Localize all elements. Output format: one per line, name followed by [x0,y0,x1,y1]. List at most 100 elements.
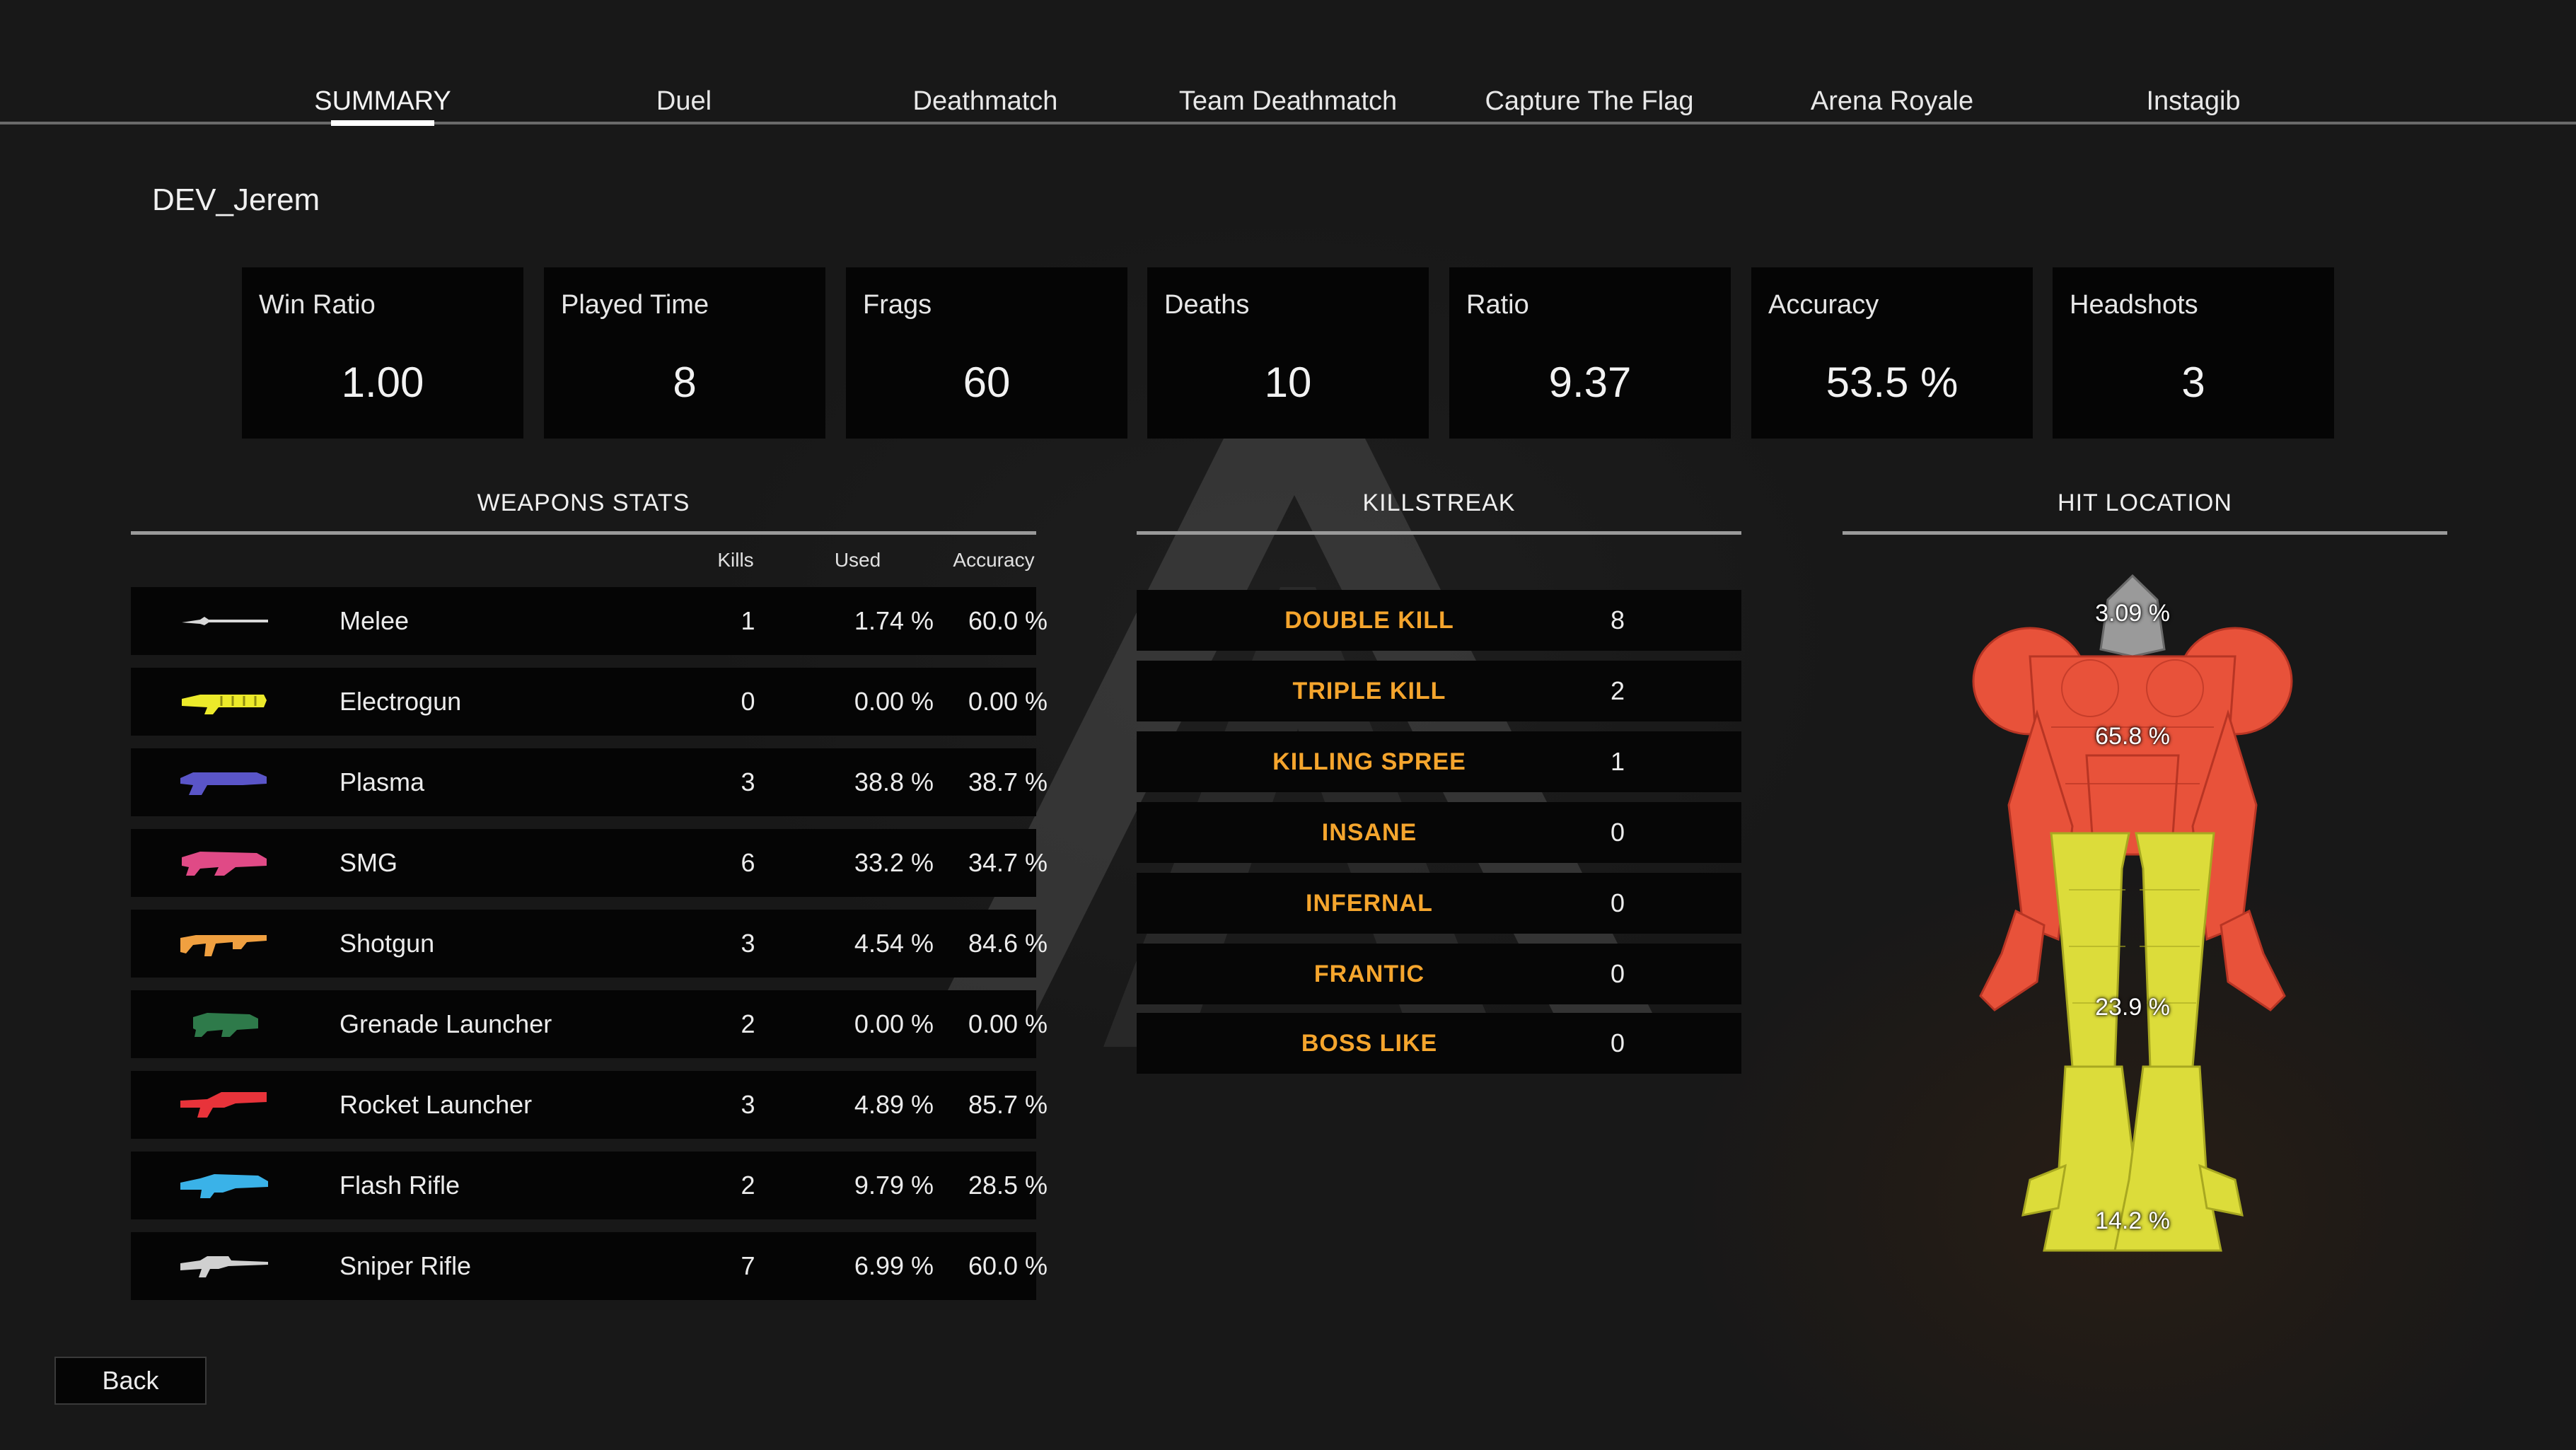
weapon-used: 38.8 % [854,767,934,796]
tab-summary[interactable]: SUMMARY [314,86,451,116]
stat-label: Deaths [1164,290,1250,320]
weapon-row-plasma: Plasma 3 38.8 % 38.7 % [131,748,1048,816]
weapon-row-smg: SMG 6 33.2 % 34.7 % [131,829,1048,897]
stat-value: 53.5 % [1826,359,1959,406]
weapons-stats-divider [131,531,1036,535]
weapon-name: Rocket Launcher [340,1090,533,1119]
active-tab-indicator [331,120,434,126]
hit-legs-percent: 23.9 % [2095,994,2170,1021]
weapons-stats-title: WEAPONS STATS [477,489,690,516]
weapon-used: 1.74 % [854,606,934,635]
tab-arena-royale[interactable]: Arena Royale [1810,86,1974,116]
weapon-accuracy: 0.00 % [968,1009,1048,1038]
killstreak-name: KILLING SPREE [1272,748,1466,775]
weapon-used: 4.89 % [854,1090,934,1119]
stat-value: 8 [673,359,697,406]
killstreak-row-boss-like: BOSS LIKE 0 [1137,1013,1741,1074]
robot-hit-map [1972,574,2293,1252]
flash-rifle-icon [180,1174,268,1198]
weapon-row-rocket-launcher: Rocket Launcher 3 4.89 % 85.7 % [131,1071,1048,1139]
weapon-kills: 6 [741,848,755,877]
weapon-used: 9.79 % [854,1171,934,1200]
plasma-icon [180,772,267,795]
killstreak-name: BOSS LIKE [1301,1030,1438,1057]
weapon-row-flash-rifle: Flash Rifle 2 9.79 % 28.5 % [131,1152,1048,1219]
killstreak-name: FRANTIC [1313,961,1425,987]
stat-card-headshots: Headshots 3 [2053,267,2334,439]
tab-duel[interactable]: Duel [656,86,712,116]
tab-deathmatch[interactable]: Deathmatch [912,86,1058,116]
weapon-row-electrogun: Electrogun 0 0.00 % 0.00 % [131,668,1048,736]
weapon-name: Grenade Launcher [340,1009,552,1038]
stat-card-played-time: Played Time 8 [544,267,825,439]
weapon-used: 0.00 % [854,687,934,716]
weapon-kills: 3 [741,929,755,958]
weapon-kills: 2 [741,1009,755,1038]
weapon-row-sniper-rifle: Sniper Rifle 7 6.99 % 60.0 % [131,1232,1048,1300]
electrogun-icon [182,695,267,714]
weapon-accuracy: 28.5 % [968,1171,1048,1200]
column-kills: Kills [717,549,754,571]
stat-card-win-ratio: Win Ratio 1.00 [242,267,523,439]
weapon-accuracy: 85.7 % [968,1090,1048,1119]
killstreak-value: 1 [1610,747,1625,776]
killstreak-row-infernal: INFERNAL 0 [1137,873,1741,934]
killstreak-name: DOUBLE KILL [1284,607,1454,634]
shotgun-icon [180,935,267,956]
hit-location-title: HIT LOCATION [2058,489,2232,516]
tabs-divider [0,122,2576,124]
weapon-row-shotgun: Shotgun 3 4.54 % 84.6 % [131,910,1048,978]
tab-instagib[interactable]: Instagib [2146,86,2241,116]
weapon-kills: 1 [741,606,755,635]
stat-value: 60 [963,359,1011,406]
stat-card-ratio: Ratio 9.37 [1449,267,1731,439]
killstreak-value: 0 [1610,888,1625,917]
killstreak-name: TRIPLE KILL [1292,678,1446,704]
killstreak-value: 2 [1610,676,1625,705]
weapon-kills: 7 [741,1251,755,1280]
killstreak-value: 0 [1610,818,1625,847]
stat-value: 3 [2181,359,2205,406]
weapon-used: 4.54 % [854,929,934,958]
robot-legs [2050,832,2215,1068]
weapon-name: Flash Rifle [340,1171,460,1200]
sniper-rifle-icon [180,1256,268,1277]
robot-feet [2021,1065,2244,1252]
weapon-accuracy: 0.00 % [968,687,1048,716]
smg-icon [182,852,267,876]
weapon-name: Plasma [340,767,425,796]
grenade-launcher-icon [193,1013,258,1037]
stat-card-accuracy: Accuracy 53.5 % [1751,267,2033,439]
column-used: Used [834,549,881,571]
weapon-accuracy: 60.0 % [968,1251,1048,1280]
mode-tabs: SUMMARY Duel Deathmatch Team Deathmatch … [0,78,2576,127]
killstreak-value: 0 [1610,959,1625,988]
rocket-launcher-icon [180,1092,267,1118]
weapon-name: Electrogun [340,687,462,716]
column-accuracy: Accuracy [953,549,1035,571]
player-name: DEV_Jerem [152,182,320,217]
killstreak-title: KILLSTREAK [1362,489,1516,516]
stat-value: 9.37 [1548,359,1632,406]
weapon-row-grenade-launcher: Grenade Launcher 2 0.00 % 0.00 % [131,990,1048,1058]
stat-value: 10 [1264,359,1312,406]
hit-location-divider [1843,531,2447,535]
killstreak-divider [1137,531,1741,535]
killstreak-row-triple-kill: TRIPLE KILL 2 [1137,661,1741,721]
killstreak-row-double-kill: DOUBLE KILL 8 [1137,590,1741,651]
hit-feet-percent: 14.2 % [2095,1207,2170,1234]
back-button[interactable]: Back [54,1357,207,1405]
weapon-kills: 3 [741,1090,755,1119]
weapon-accuracy: 60.0 % [968,606,1048,635]
weapon-used: 6.99 % [854,1251,934,1280]
weapon-name: Melee [340,606,410,635]
killstreak-name: INFERNAL [1306,890,1433,917]
tab-team-deathmatch[interactable]: Team Deathmatch [1178,86,1398,116]
killstreak-name: INSANE [1321,819,1417,846]
stat-card-frags: Frags 60 [846,267,1127,439]
weapon-row-melee: Melee 1 1.74 % 60.0 % [131,587,1048,655]
stat-label: Played Time [561,290,709,320]
tab-capture-the-flag[interactable]: Capture The Flag [1485,86,1694,116]
weapon-accuracy: 84.6 % [968,929,1048,958]
stat-label: Win Ratio [259,290,376,320]
